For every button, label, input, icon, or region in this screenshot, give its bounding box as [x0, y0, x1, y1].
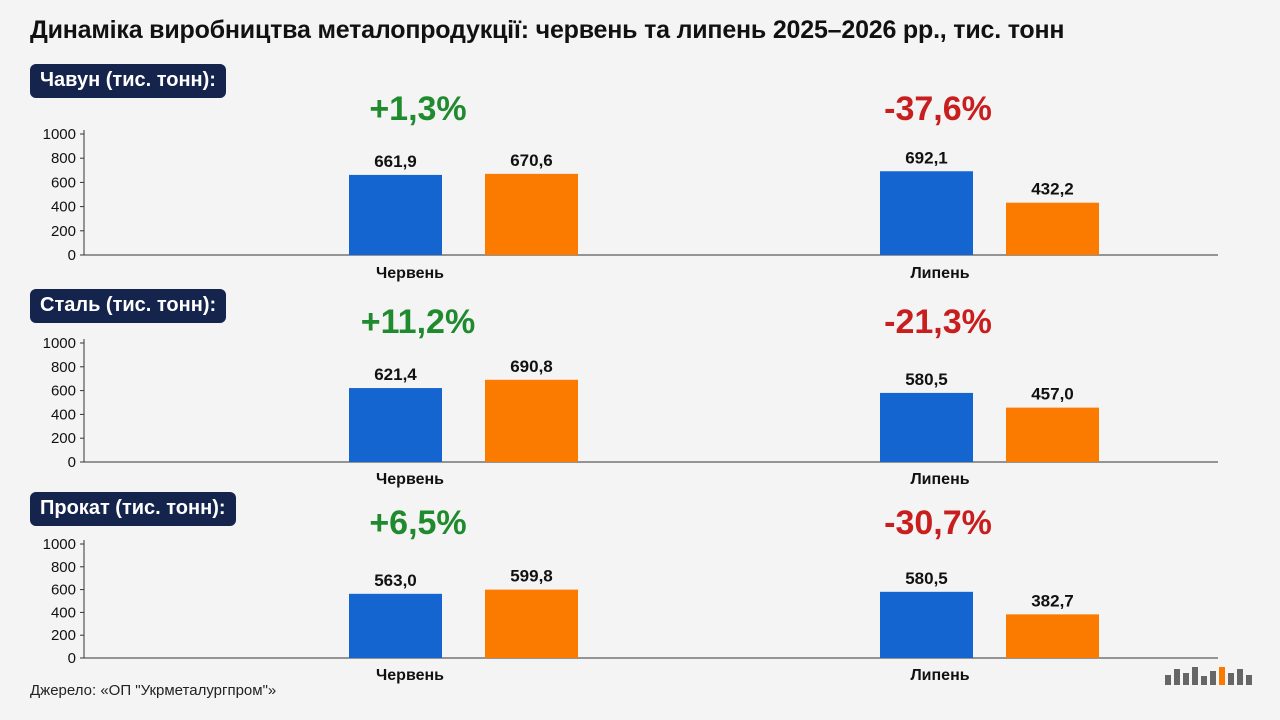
y-tick-label: 800: [51, 559, 76, 576]
data-label: 690,8: [510, 357, 553, 376]
watermark-logo: [1165, 667, 1252, 685]
bar: [485, 589, 578, 658]
change-label: +6,5%: [369, 504, 466, 542]
y-tick-label: 200: [51, 223, 76, 240]
source-note: Джерело: «ОП "Укрметалургпром"»: [30, 682, 277, 699]
y-tick-label: 600: [51, 383, 76, 400]
y-tick-label: 400: [51, 199, 76, 216]
x-category-label: Липень: [910, 667, 969, 684]
y-tick-label: 200: [51, 627, 76, 644]
data-label: 563,0: [374, 571, 417, 590]
y-tick-label: 0: [68, 247, 76, 264]
bar: [1006, 407, 1099, 462]
data-label: 661,9: [374, 152, 417, 171]
y-tick-label: 200: [51, 430, 76, 447]
bar: [349, 174, 442, 255]
data-label: 382,7: [1031, 591, 1074, 610]
data-label: 432,2: [1031, 180, 1074, 199]
panel-steel: Сталь (тис. тонн): 0 200 400 600 800 1000 621,…: [0, 287, 1280, 495]
y-tick-label: 600: [51, 174, 76, 191]
y-tick-label: 400: [51, 604, 76, 621]
y-tick-label: 600: [51, 582, 76, 599]
bar: [880, 591, 973, 658]
data-label: 670,6: [510, 151, 553, 170]
panel-pig-iron: Чавун (тис. тонн): 0 200 400 600 800 1000 661,…: [0, 62, 1280, 284]
bar: [1006, 202, 1099, 255]
chart-title: Динаміка виробництва металопродукції: че…: [30, 16, 1065, 44]
y-tick-label: 800: [51, 359, 76, 376]
y-tick-label: 1000: [43, 536, 76, 553]
data-label: 599,8: [510, 567, 553, 586]
change-label: +11,2%: [361, 303, 475, 341]
bar: [485, 379, 578, 462]
chart-svg: 0 200 400 600 800 1000 563,0 599,8 +6,5% Червень 5…: [43, 504, 1218, 684]
data-label: 457,0: [1031, 385, 1074, 404]
bar: [349, 388, 442, 462]
change-label: +1,3%: [369, 90, 466, 128]
chart-svg: 0 200 400 600 800 1000 621,4 690,8 +11,2% Червень…: [43, 303, 1218, 488]
x-category-label: Червень: [376, 265, 444, 282]
data-label: 692,1: [905, 148, 948, 167]
y-tick-label: 0: [68, 650, 76, 667]
bar: [880, 171, 973, 255]
panel-label: Чавун (тис. тонн):: [30, 64, 226, 98]
chart-svg: 0 200 400 600 800 1000 661,9 670,6 +1,3% Червень 6…: [43, 90, 1218, 282]
y-tick-label: 0: [68, 454, 76, 471]
panel-rolled-products: Прокат (тис. тонн): 0 200 400 600 800 1000 563…: [0, 490, 1280, 686]
panel-label: Прокат (тис. тонн):: [30, 492, 236, 526]
change-label: -30,7%: [884, 504, 992, 542]
data-label: 621,4: [374, 365, 417, 384]
x-category-label: Липень: [910, 471, 969, 488]
bar: [880, 392, 973, 462]
bar: [1006, 614, 1099, 658]
y-tick-label: 400: [51, 406, 76, 423]
bar: [485, 173, 578, 255]
y-tick-label: 1000: [43, 126, 76, 143]
x-category-label: Червень: [376, 471, 444, 488]
change-label: -37,6%: [884, 90, 992, 128]
data-label: 580,5: [905, 569, 948, 588]
y-tick-label: 800: [51, 150, 76, 167]
x-category-label: Червень: [376, 667, 444, 684]
data-label: 580,5: [905, 370, 948, 389]
x-category-label: Липень: [910, 265, 969, 282]
panel-label: Сталь (тис. тонн):: [30, 289, 227, 323]
y-tick-label: 1000: [43, 335, 76, 352]
change-label: -21,3%: [884, 303, 992, 341]
bar: [349, 593, 442, 658]
